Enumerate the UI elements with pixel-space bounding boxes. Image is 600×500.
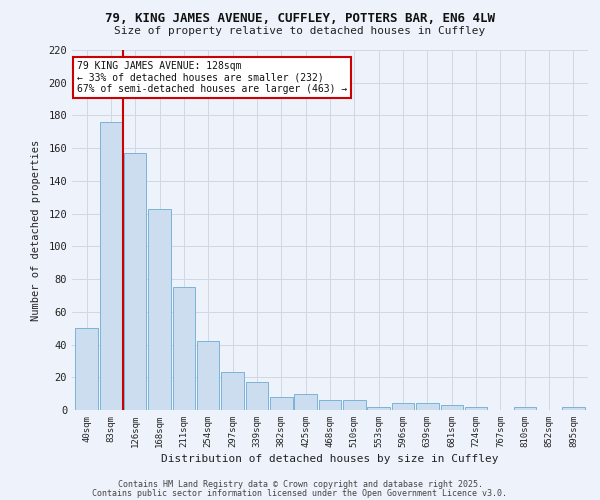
- Bar: [221, 372, 244, 410]
- Bar: [392, 404, 414, 410]
- X-axis label: Distribution of detached houses by size in Cuffley: Distribution of detached houses by size …: [161, 454, 499, 464]
- Bar: [246, 382, 268, 410]
- Bar: [148, 208, 171, 410]
- Bar: [197, 342, 220, 410]
- Bar: [124, 153, 146, 410]
- Bar: [100, 122, 122, 410]
- Bar: [416, 404, 439, 410]
- Bar: [319, 400, 341, 410]
- Bar: [440, 405, 463, 410]
- Bar: [514, 406, 536, 410]
- Text: Contains public sector information licensed under the Open Government Licence v3: Contains public sector information licen…: [92, 488, 508, 498]
- Bar: [270, 397, 293, 410]
- Bar: [367, 406, 390, 410]
- Bar: [465, 406, 487, 410]
- Text: 79, KING JAMES AVENUE, CUFFLEY, POTTERS BAR, EN6 4LW: 79, KING JAMES AVENUE, CUFFLEY, POTTERS …: [105, 12, 495, 26]
- Bar: [173, 288, 195, 410]
- Bar: [562, 406, 584, 410]
- Text: Size of property relative to detached houses in Cuffley: Size of property relative to detached ho…: [115, 26, 485, 36]
- Y-axis label: Number of detached properties: Number of detached properties: [31, 140, 41, 320]
- Bar: [295, 394, 317, 410]
- Text: 79 KING JAMES AVENUE: 128sqm
← 33% of detached houses are smaller (232)
67% of s: 79 KING JAMES AVENUE: 128sqm ← 33% of de…: [77, 61, 347, 94]
- Bar: [76, 328, 98, 410]
- Text: Contains HM Land Registry data © Crown copyright and database right 2025.: Contains HM Land Registry data © Crown c…: [118, 480, 482, 489]
- Bar: [343, 400, 365, 410]
